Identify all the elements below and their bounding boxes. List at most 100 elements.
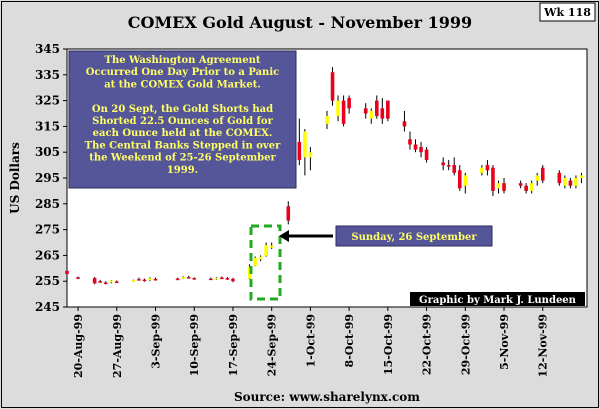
candle-body-down	[175, 278, 180, 281]
candle-body-up	[148, 278, 152, 281]
candle	[535, 172, 540, 186]
candle	[441, 157, 445, 171]
candle	[446, 159, 451, 171]
y-tick-label: 245	[35, 300, 60, 314]
candle-body-up	[214, 277, 219, 280]
candle	[496, 180, 501, 194]
y-tick-label: 305	[35, 145, 60, 159]
candle	[214, 277, 219, 280]
candle	[286, 201, 291, 225]
candle	[574, 175, 578, 189]
x-tick-label: 22-Oct-99	[421, 314, 434, 375]
candle-body-up	[109, 280, 114, 283]
x-tick-label: 8-Oct-99	[343, 314, 356, 367]
candle-body-down	[76, 277, 80, 279]
y-tick-label: 285	[35, 197, 60, 211]
candles	[65, 67, 584, 285]
candle	[463, 172, 468, 194]
candle-body-up	[563, 178, 567, 186]
y-axis: 245 255 265 275 285 295 305 315 325 335 345	[35, 42, 67, 314]
candle	[452, 157, 457, 176]
candle-body-down	[347, 98, 351, 109]
candle-body-down	[137, 279, 141, 281]
candle	[131, 279, 136, 282]
source-label: Source: www.sharelynx.com	[234, 390, 420, 404]
candle-body-down	[457, 170, 462, 189]
candle	[325, 110, 329, 129]
candle	[253, 256, 257, 267]
candle-body-up	[308, 152, 313, 158]
candle-body-up	[131, 280, 136, 282]
candle	[192, 277, 197, 280]
candle-body-up	[258, 256, 263, 260]
candle	[341, 95, 346, 127]
candle	[419, 141, 423, 158]
candle-body-down	[402, 121, 407, 127]
candle-body-down	[386, 100, 390, 119]
candle-body-down	[330, 72, 335, 101]
candle	[480, 165, 484, 176]
candle-body-down	[568, 180, 573, 186]
candle-body-down	[103, 282, 108, 284]
candle-body-up	[496, 183, 501, 189]
candle	[563, 175, 567, 189]
candle-body-up	[579, 175, 584, 178]
candle	[181, 276, 185, 279]
candle	[363, 103, 368, 119]
annotation-line: the Weekend of 25-26 September	[89, 153, 276, 164]
candle	[457, 165, 462, 191]
candle-body-down	[363, 108, 368, 114]
candle	[518, 180, 523, 189]
x-tick-label: 15-Oct-99	[382, 314, 395, 375]
annotation-line: Occurred One Day Prior to a Panic	[86, 67, 279, 78]
candle	[540, 165, 545, 184]
candle-body-down	[98, 281, 102, 283]
candle-body-down	[413, 144, 418, 150]
x-tick-label: 1-Oct-99	[304, 314, 317, 367]
y-tick-label: 255	[35, 274, 60, 288]
candle	[336, 95, 340, 122]
candle	[225, 277, 230, 280]
candle	[297, 118, 302, 166]
candle-body-down	[341, 100, 346, 124]
annotation-box	[68, 50, 297, 189]
x-tick-label: 20-Aug-99	[72, 314, 85, 378]
candle-body-down	[424, 149, 429, 160]
candle-body-down	[380, 108, 385, 119]
candle	[557, 170, 562, 186]
x-tick-label: 5-Nov-99	[498, 314, 511, 370]
candle-body-down	[209, 278, 213, 281]
sunday-label: Sunday, 26 September	[351, 232, 477, 243]
candle	[258, 255, 263, 262]
candle-body-down	[114, 281, 119, 283]
candle	[65, 268, 69, 275]
candle	[491, 165, 495, 197]
candle	[114, 280, 119, 284]
candle-body-down	[441, 162, 445, 166]
candle-body-down	[518, 183, 523, 186]
candle-body-down	[491, 167, 495, 191]
candle-body-down	[186, 277, 191, 279]
y-tick-label: 315	[35, 119, 60, 133]
credit-box	[410, 292, 585, 306]
week-badge-label: Wk 118	[543, 6, 591, 19]
candle-body-down	[452, 165, 457, 173]
candle-body-up	[181, 277, 185, 279]
candle	[529, 180, 534, 194]
candle	[98, 279, 102, 283]
candle-body-down	[65, 270, 69, 274]
candle	[502, 178, 506, 194]
candle	[269, 242, 274, 249]
y-axis-label: US Dollars	[8, 142, 22, 214]
candle	[568, 178, 573, 189]
y-tick-label: 325	[35, 94, 60, 108]
x-axis: 20-Aug-99 27-Aug-99 3-Sep-99 10-Sep-99 17-Se…	[72, 307, 550, 378]
candle-body-down	[142, 279, 147, 282]
candle	[579, 172, 584, 184]
pointer-arrowhead	[279, 230, 289, 242]
credit-label: Graphic by Mark J. Lundeen	[419, 295, 577, 306]
candle	[303, 128, 307, 176]
candle-body-down	[192, 278, 197, 280]
candle-body-down	[485, 165, 490, 171]
